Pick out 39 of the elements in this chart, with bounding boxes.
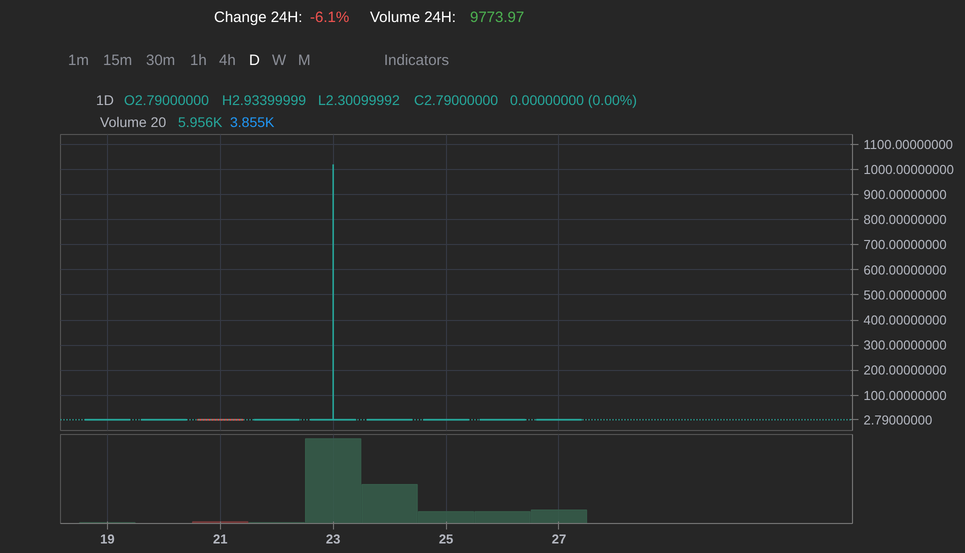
- y-tick-label: 500.00000000: [864, 287, 947, 302]
- y-tick-label: 900.00000000: [864, 187, 947, 202]
- x-tick-label: 27: [552, 532, 566, 546]
- text: Volume 24H:: [370, 8, 456, 28]
- text: Change 24H:: [214, 8, 302, 28]
- text: L2.30099992: [318, 91, 400, 110]
- ref-line-label: 2.79000000: [864, 412, 932, 428]
- text: Indicators: [384, 51, 450, 71]
- text: O2.79000000: [124, 91, 209, 110]
- text: 1h: [190, 51, 207, 71]
- text: 15m: [103, 51, 132, 71]
- y-tick-label: 400.00000000: [864, 312, 947, 328]
- x-tick-label: 25: [438, 532, 454, 546]
- y-tick-label: 700.00000000: [864, 237, 947, 252]
- text: D: [249, 51, 260, 71]
- y-tick-label: 1000.00000000: [864, 162, 954, 177]
- text: 1m: [68, 51, 89, 71]
- text: 5.956K: [178, 113, 222, 132]
- y-tick-label: 800.00000000: [864, 212, 947, 228]
- y-tick-label: 100.00000000: [864, 388, 947, 403]
- text: 4h: [219, 51, 236, 71]
- text: 9773.97: [470, 8, 524, 28]
- text: C2.79000000: [414, 91, 498, 110]
- text: 3.855K: [230, 113, 274, 132]
- y-tick-label: 300.00000000: [864, 338, 947, 353]
- text: 30m: [146, 51, 176, 71]
- y-tick-label: 1100.00000000: [864, 136, 953, 152]
- text: -6.1%: [310, 8, 350, 28]
- text: H2.93399999: [222, 91, 306, 110]
- y-tick-label: 600.00000000: [864, 262, 947, 278]
- text: M: [298, 51, 310, 71]
- text: W: [272, 51, 286, 71]
- x-tick-label: 23: [326, 532, 340, 546]
- text: 1D: [96, 91, 114, 110]
- x-tick-label: 21: [213, 532, 228, 546]
- text: 0.00000000 (0.00%): [510, 91, 637, 110]
- text: Volume 20: [100, 113, 166, 132]
- y-tick-label: 200.00000000: [864, 362, 947, 378]
- x-tick-label: 19: [100, 532, 115, 546]
